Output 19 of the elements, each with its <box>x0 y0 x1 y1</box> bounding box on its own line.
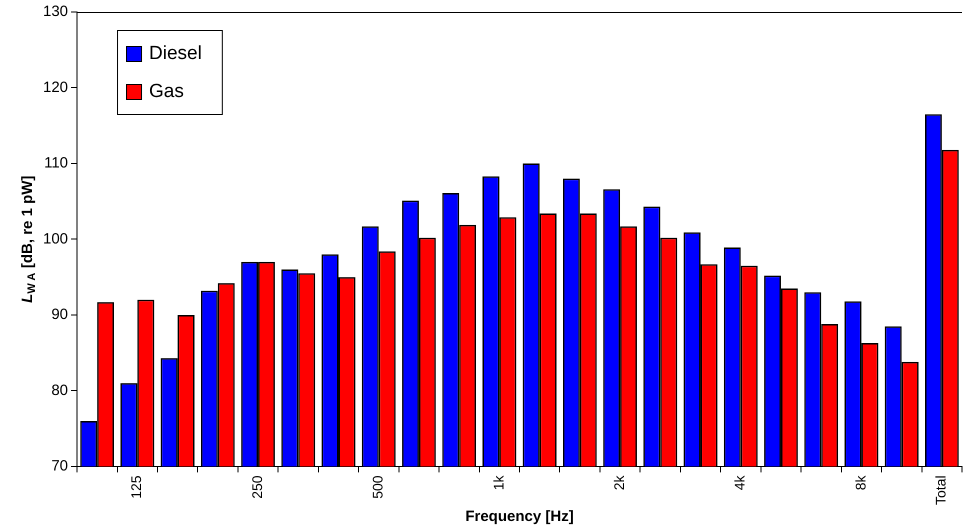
legend-label: Gas <box>149 81 184 102</box>
x-tick-label: 125 <box>128 475 144 499</box>
y-tick-label: 110 <box>44 154 68 172</box>
y-axis-title: LW A [dB, re 1 pW] <box>19 176 38 303</box>
y-tick-label: 80 <box>51 382 68 399</box>
x-tick-label: 8k <box>852 474 868 490</box>
y-tick-label: 120 <box>42 78 68 96</box>
y-tick-label: 70 <box>51 458 68 475</box>
x-tick-label: 2k <box>610 474 627 490</box>
x-axis-title: Frequency [Hz] <box>465 508 574 526</box>
x-tick-label: 500 <box>370 475 386 499</box>
y-tick-label: 100 <box>42 230 68 248</box>
legend-label: Diesel <box>149 43 202 64</box>
x-tick-label: 250 <box>248 475 265 499</box>
y-tick-label: 130 <box>42 3 68 20</box>
x-tick-label: 4k <box>732 474 748 490</box>
x-tick-label: Total <box>932 475 949 506</box>
x-tick-label: 1k <box>490 474 506 490</box>
y-tick-label: 90 <box>51 306 68 324</box>
